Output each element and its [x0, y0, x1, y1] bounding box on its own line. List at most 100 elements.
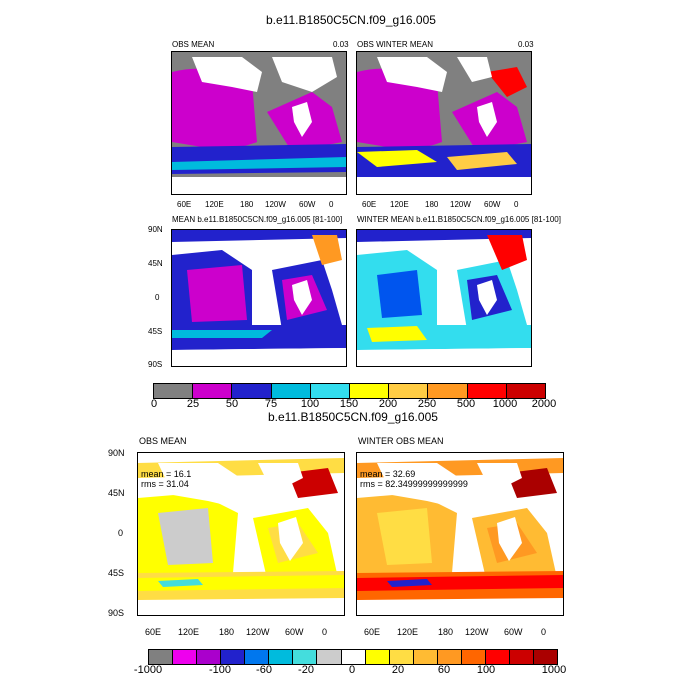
- lon-tick: 180: [438, 627, 454, 637]
- colorbar-swatch: [245, 650, 270, 664]
- bottom-figure-title: b.e11.B1850C5CN.f09_g16.005: [268, 410, 438, 424]
- lon-tick: 180: [425, 200, 439, 209]
- colorbar-label: 200: [378, 398, 398, 410]
- panel-title-winter-obs-mean: WINTER OBS MEAN: [358, 436, 444, 446]
- lon-tick: 60E: [177, 200, 192, 209]
- map-panel-obs-mean: [171, 51, 347, 195]
- colorbar-label: 75: [264, 398, 278, 410]
- panel-title-winter-mean: WINTER MEAN b.e11.B1850C5CN.f09_g16.005 …: [357, 215, 561, 224]
- colorbar-swatch: [413, 650, 438, 664]
- colorbar-swatch: [221, 650, 246, 664]
- lat-tick: 90N: [108, 448, 125, 458]
- lon-tick: 60E: [145, 627, 162, 637]
- colorbar-label: 0: [150, 398, 158, 410]
- map-winter-obs-mean-diff: [357, 453, 563, 615]
- stat-rms: rms = 82.34999999999999: [360, 479, 468, 489]
- colorbar-swatch: [197, 650, 222, 664]
- lon-tick: 180: [219, 627, 235, 637]
- lon-tick: 120W: [450, 200, 471, 209]
- map-panel-obs-mean-bottom: [137, 452, 345, 616]
- lon-tick: 0: [329, 200, 334, 209]
- stat-mean: mean = 32.69: [360, 469, 416, 479]
- lon-tick: 180: [240, 200, 254, 209]
- colorbar-label: 0: [348, 664, 356, 676]
- colorbar-swatch: [461, 650, 486, 664]
- map-panel-winter-mean: [356, 229, 532, 367]
- lon-tick: 120E: [178, 627, 200, 637]
- colorbar-swatch: [467, 384, 507, 398]
- panel-title-mean: MEAN b.e11.B1850C5CN.f09_g16.005 [81-100…: [172, 215, 343, 224]
- map-obs-mean-diff: [138, 453, 344, 615]
- colorbar-label: -100: [208, 664, 232, 676]
- lat-tick: 45S: [148, 327, 163, 336]
- lat-tick: 90S: [148, 360, 163, 369]
- colorbar-label: -20: [298, 664, 314, 676]
- colorbar-swatch: [149, 650, 174, 664]
- map-mean: [172, 230, 346, 366]
- colorbar-swatch: [232, 384, 272, 398]
- lat-tick: 90N: [148, 225, 163, 234]
- lat-tick: 45S: [108, 568, 125, 578]
- colorbar-swatch: [485, 650, 510, 664]
- colorbar-swatch: [193, 384, 233, 398]
- lat-tick: 45N: [108, 488, 125, 498]
- colorbar-swatch: [271, 384, 311, 398]
- colorbar-swatch: [310, 384, 351, 398]
- lon-tick: 60W: [504, 627, 523, 637]
- lon-tick: 0: [322, 627, 328, 637]
- stat-rms: rms = 31.04: [141, 479, 189, 489]
- colorbar-swatch: [173, 650, 198, 664]
- lat-tick: 0: [155, 293, 160, 302]
- top-figure-title: b.e11.B1850C5CN.f09_g16.005: [266, 13, 436, 27]
- lon-tick: 60W: [285, 627, 304, 637]
- colorbar-swatch: [350, 384, 390, 398]
- colorbar-label: 1000: [541, 664, 567, 676]
- colorbar-swatch: [154, 384, 194, 398]
- colorbar-label: 25: [186, 398, 200, 410]
- colorbar-top: [153, 383, 546, 399]
- panel-title-obs-mean: OBS MEAN: [172, 40, 215, 49]
- colorbar-label: 60: [437, 664, 451, 676]
- colorbar-label: 100: [300, 398, 320, 410]
- lon-tick: 120E: [390, 200, 409, 209]
- colorbar-swatch: [506, 384, 546, 398]
- map-obs-mean: [172, 52, 346, 194]
- panel-title-obs-winter-mean: OBS WINTER MEAN: [357, 40, 434, 49]
- panel-title-obs-mean-bottom: OBS MEAN: [139, 436, 187, 446]
- colorbar-swatch: [389, 650, 414, 664]
- colorbar-label: -1000: [133, 664, 163, 676]
- map-panel-obs-winter-mean: [356, 51, 532, 195]
- colorbar-swatch: [437, 650, 462, 664]
- lon-tick: 60W: [484, 200, 501, 209]
- colorbar-label: 50: [225, 398, 239, 410]
- colorbar-label: 500: [456, 398, 476, 410]
- colorbar-label: 20: [391, 664, 405, 676]
- lon-tick: 60E: [364, 627, 381, 637]
- lat-tick: 45N: [148, 259, 163, 268]
- colorbar-label: 150: [339, 398, 359, 410]
- lon-tick: 120E: [397, 627, 419, 637]
- colorbar-label: 250: [417, 398, 437, 410]
- colorbar-swatch: [269, 650, 294, 664]
- map-obs-winter-mean: [357, 52, 531, 194]
- colorbar-swatch: [389, 384, 429, 398]
- lon-tick: 120W: [246, 627, 270, 637]
- colorbar-swatch: [341, 650, 366, 664]
- panel-corner-value: 0.03: [518, 40, 534, 49]
- lon-tick: 120E: [205, 200, 224, 209]
- colorbar-bottom: [148, 649, 558, 665]
- colorbar-label: -60: [256, 664, 272, 676]
- colorbar-label: 2000: [531, 398, 557, 410]
- map-panel-mean: [171, 229, 347, 367]
- stat-mean: mean = 16.1: [141, 469, 192, 479]
- map-panel-winter-obs-mean: [356, 452, 564, 616]
- colorbar-swatch: [509, 650, 534, 664]
- colorbar-swatch: [293, 650, 318, 664]
- lat-tick: 0: [118, 528, 124, 538]
- lon-tick: 0: [514, 200, 519, 209]
- colorbar-swatch: [534, 650, 558, 664]
- colorbar-label: 1000: [492, 398, 518, 410]
- map-winter-mean: [357, 230, 531, 366]
- lon-tick: 60E: [362, 200, 377, 209]
- colorbar-label: 100: [476, 664, 496, 676]
